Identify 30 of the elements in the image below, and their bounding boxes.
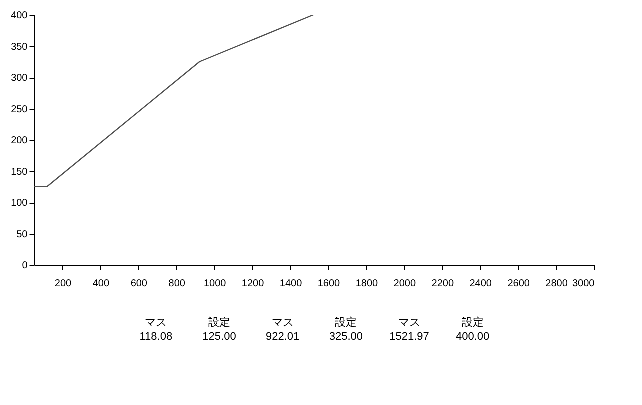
text: 設定 325.00 [329,316,363,343]
y-tick-label: 0 [22,260,28,272]
x-tick-label: 2800 [546,278,568,290]
y-tick-label: 300 [11,73,28,84]
x-tick-label: 200 [54,278,72,290]
x-tick-label: 1800 [356,278,379,290]
y-tick-label: 100 [11,198,28,209]
y-tick-label: 150 [11,166,28,178]
x-tick-label: 1400 [280,278,303,290]
x-tick-label: 2400 [470,278,492,290]
x-tick-label: 400 [92,278,110,290]
x-tick-label: 1600 [318,278,341,290]
text: マス 118.08 [140,317,173,343]
y-tick-label: 350 [11,42,28,53]
x-tick-label: 1000 [204,278,227,290]
y-tick-label: 200 [11,136,28,146]
x-tick-label: 1200 [242,278,265,290]
text: 設定 125.00 [202,316,236,343]
x-tick-label: 2200 [432,278,454,290]
y-tick-label: 50 [16,229,28,240]
text: 設定 400.00 [456,316,490,343]
y-tick-label: 250 [11,104,28,116]
text: マス 1521.97 [390,317,430,343]
x-tick-label: 600 [130,278,148,290]
x-tick-label: 2600 [508,278,530,290]
y-tick-label: 400 [11,10,28,22]
text: マス 922.01 [266,317,300,343]
x-tick-label: 800 [168,278,186,290]
x-tick-label: 3000 [572,278,596,290]
x-tick-label: 2000 [394,278,416,290]
